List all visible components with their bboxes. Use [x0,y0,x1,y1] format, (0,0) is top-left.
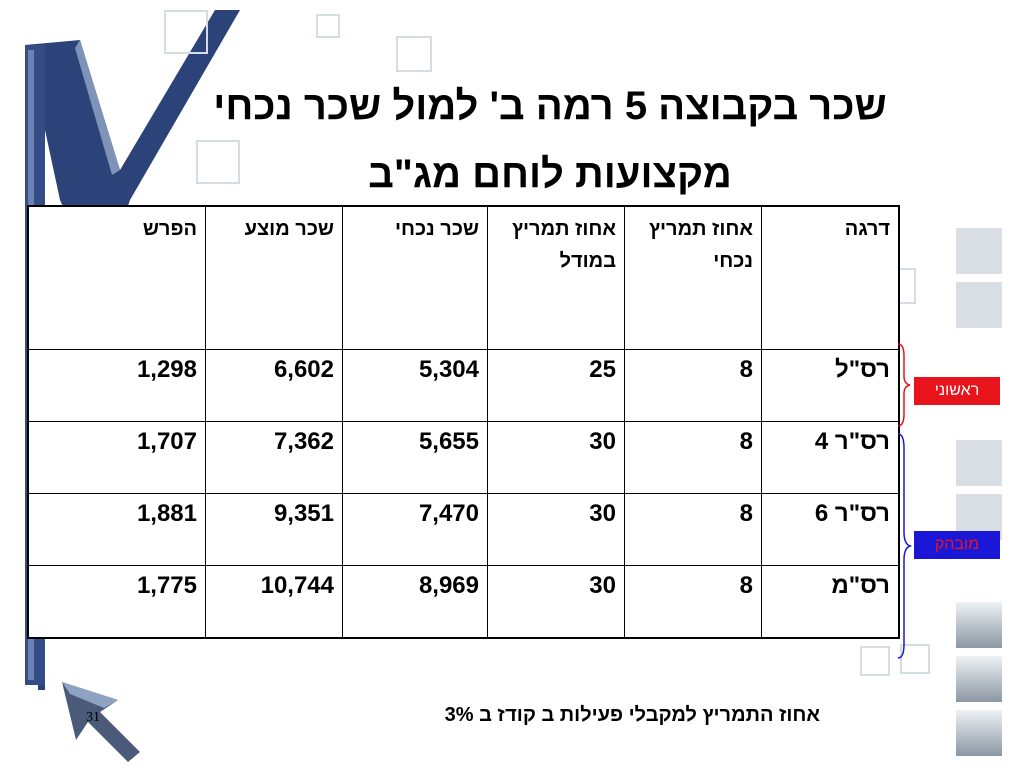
cell-difference: 1,881 [27,492,206,566]
cell-proposed-salary: 9,351 [205,492,343,566]
cell-current-salary: 7,470 [342,492,488,566]
decor-square [164,10,208,54]
cell-model-incentive: 30 [487,564,625,639]
table-row: רס"מ 8 30 8,969 10,744 1,775 [27,564,900,639]
cell-difference: 1,775 [27,564,206,639]
cell-difference: 1,298 [27,348,206,422]
header-model-incentive: אחוז תמריץ במודל [487,205,625,350]
cell-current-incentive: 8 [624,420,762,494]
table-row: רס"ר 4 8 30 5,655 7,362 1,707 [27,420,900,494]
table-row: רס"ל 8 25 5,304 6,602 1,298 [27,348,900,422]
cell-difference: 1,707 [27,420,206,494]
cell-proposed-salary: 7,362 [205,420,343,494]
decor-square [956,602,1002,648]
cell-current-incentive: 8 [624,492,762,566]
cell-model-incentive: 30 [487,492,625,566]
decor-square [900,644,930,674]
decor-square [956,440,1002,486]
header-difference: הפרש [27,205,206,350]
title-line-1: שכר בקבוצה 5 רמה ב' למול שכר נכחי [213,84,887,128]
cell-current-salary: 8,969 [342,564,488,639]
table-row: רס"ר 6 8 30 7,470 9,351 1,881 [27,492,900,566]
brace-first [897,343,911,427]
header-current-salary: שכר נכחי [342,205,488,350]
decor-square [956,656,1002,702]
header-current-incentive: אחוז תמריץ נכחי [624,205,762,350]
header-rank: דרגה [761,205,900,350]
cell-rank: רס"ר 4 [761,420,900,494]
cell-current-salary: 5,655 [342,420,488,494]
decor-square [396,36,432,72]
cell-rank: רס"ל [761,348,900,422]
cell-rank: רס"ר 6 [761,492,900,566]
cell-model-incentive: 25 [487,348,625,422]
salary-table: דרגה אחוז תמריץ נכחי אחוז תמריץ במודל שכ… [27,205,900,639]
cell-current-salary: 5,304 [342,348,488,422]
decor-square [956,228,1002,274]
cell-model-incentive: 30 [487,420,625,494]
cell-proposed-salary: 10,744 [205,564,343,639]
header-proposed-salary: שכר מוצע [205,205,343,350]
brace-expert [897,433,912,659]
table-header-row: דרגה אחוז תמריץ נכחי אחוז תמריץ במודל שכ… [27,205,900,350]
cell-rank: רס"מ [761,564,900,639]
decor-square [956,710,1002,756]
label-expert: מובהק [914,531,1000,559]
cell-proposed-salary: 6,602 [205,348,343,422]
decor-square [196,140,240,184]
decor-square [316,14,340,38]
footnote: אחוז התמריץ למקבלי פעילות ב קודז ב 3% [444,704,820,726]
cell-current-incentive: 8 [624,564,762,639]
decor-square [860,646,890,676]
decor-square [956,282,1002,328]
label-first: ראשוני [914,377,1000,405]
page-number: 31 [86,710,100,725]
title-line-2: מקצועות לוחם מג"ב [368,152,732,196]
cell-current-incentive: 8 [624,348,762,422]
page-title: שכר בקבוצה 5 רמה ב' למול שכר נכחי מקצועו… [100,72,1000,208]
